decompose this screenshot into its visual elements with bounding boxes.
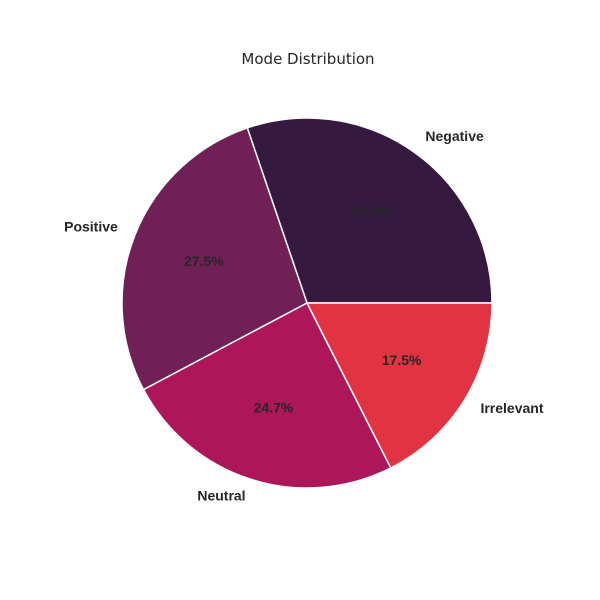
pie-slice-negative [246, 117, 493, 304]
pie-labels: Negative 30.2% Positive 27.5% Neutral 24.7% Ir… [64, 128, 544, 504]
category-label-negative: Negative [425, 128, 484, 144]
pie-slice-neutral [142, 301, 392, 489]
category-label-irrelevant: Irrelevant [480, 400, 543, 416]
percent-label-negative: 30.2% [352, 203, 392, 219]
pie-slice-irrelevant [305, 302, 493, 469]
percent-label-positive: 27.5% [184, 253, 224, 269]
pie-slice-positive [121, 126, 308, 391]
category-label-neutral: Neutral [197, 488, 245, 504]
category-label-positive: Positive [64, 219, 118, 235]
percent-label-neutral: 24.7% [254, 400, 294, 416]
percent-label-irrelevant: 17.5% [382, 352, 422, 368]
pie-slices [121, 117, 493, 489]
chart-title: Mode Distribution [241, 50, 374, 68]
